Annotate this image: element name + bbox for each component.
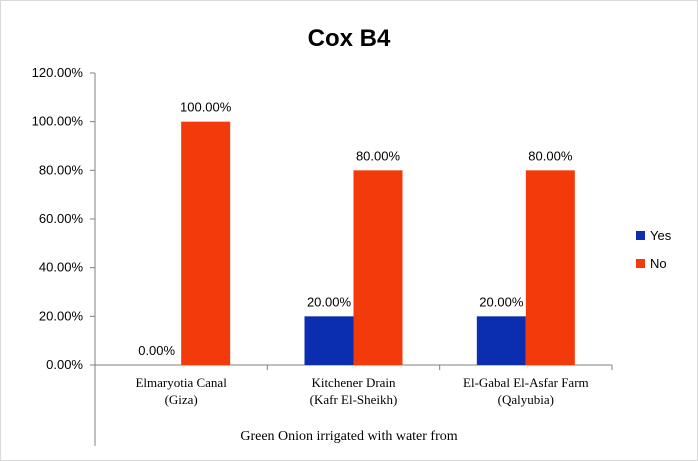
y-tick-label: 0.00% [46,357,83,372]
data-label: 20.00% [479,294,524,309]
y-tick-label: 80.00% [39,162,84,177]
y-tick-label: 60.00% [39,211,84,226]
legend-label-yes: Yes [650,228,672,243]
y-tick-label: 100.00% [32,114,84,129]
x-category-label: (Qalyubia) [498,392,554,407]
bar-no [181,121,231,366]
legend-label-no: No [650,256,667,271]
data-label: 20.00% [307,294,352,309]
bar-no [353,170,403,365]
x-category-label: (Giza) [165,392,198,407]
x-axis-label: Green Onion irrigated with water from [240,429,457,444]
y-tick-label: 40.00% [39,260,84,275]
x-category-label: El-Gabal El-Asfar Farm [463,375,589,390]
bar-yes [304,316,354,365]
y-tick-label: 20.00% [39,308,84,323]
legend-swatch-no [636,259,645,268]
data-label: 80.00% [356,148,401,163]
x-category-label: Kitchener Drain [311,375,396,390]
data-label: 0.00% [138,343,175,358]
bar-no [525,170,575,365]
chart-title: Cox B4 [308,25,391,52]
data-label: 100.00% [180,100,232,115]
x-category-label: (Kafr El-Sheikh) [310,392,398,407]
bar-yes [476,316,526,365]
x-category-label: Elmaryotia Canal [135,375,227,390]
y-tick-label: 120.00% [32,65,84,80]
legend-swatch-yes [636,231,645,240]
data-label: 80.00% [528,148,573,163]
